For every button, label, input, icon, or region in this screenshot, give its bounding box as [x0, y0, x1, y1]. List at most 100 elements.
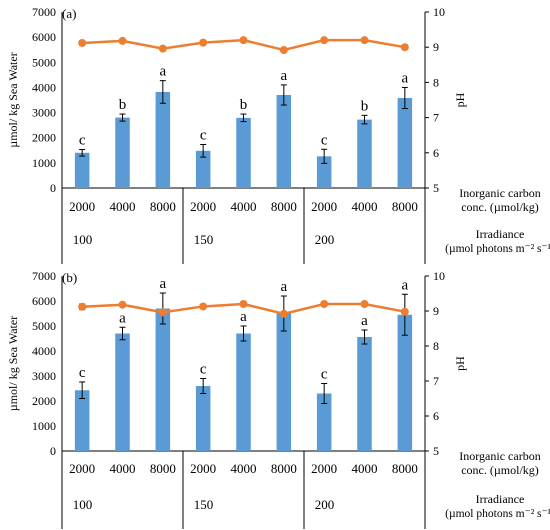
- y-axis-title: µmol/ kg Sea Water: [6, 52, 20, 147]
- bar: [195, 386, 211, 451]
- x-tick-label: 2000: [311, 199, 337, 214]
- x-tick-label: 4000: [231, 461, 257, 476]
- group-label: 150: [194, 232, 214, 247]
- ph-point: [199, 302, 208, 311]
- ph-point: [118, 300, 127, 309]
- bar: [397, 314, 413, 451]
- y2-tick-label: 10: [433, 5, 445, 19]
- panel-label: (b): [62, 270, 77, 285]
- bar: [74, 152, 90, 188]
- ph-point: [320, 36, 329, 45]
- significance-letter: c: [200, 128, 207, 144]
- y-tick-label: 1000: [32, 156, 56, 170]
- ph-point: [78, 302, 87, 311]
- y-tick-label: 4000: [32, 344, 56, 358]
- bar: [195, 150, 211, 188]
- bar: [155, 91, 171, 188]
- panel-label: (a): [62, 6, 76, 21]
- y-axis-title: µmol/ kg Sea Water: [6, 316, 20, 411]
- ph-point: [158, 308, 167, 317]
- x-tick-label: 2000: [190, 461, 216, 476]
- x-tick-label: 8000: [392, 461, 418, 476]
- ph-point: [400, 307, 409, 316]
- x-tick-label: 8000: [150, 199, 176, 214]
- bar: [316, 156, 332, 188]
- x-tick-label: 2000: [69, 199, 95, 214]
- x-tick-label: 2000: [190, 199, 216, 214]
- y-tick-label: 3000: [32, 106, 56, 120]
- y-tick-label: 5000: [32, 55, 56, 69]
- bar: [236, 117, 251, 188]
- y-tick-label: 6000: [32, 294, 56, 308]
- ph-point: [400, 43, 409, 52]
- significance-letter: a: [280, 68, 287, 84]
- ph-point: [279, 309, 288, 318]
- y-tick-label: 7000: [32, 5, 56, 19]
- bar: [115, 333, 130, 451]
- y-tick-label: 1000: [32, 419, 56, 433]
- ph-point: [158, 44, 167, 53]
- y2-axis-title: pH: [453, 356, 467, 371]
- bar: [357, 337, 372, 451]
- y-tick-label: 6000: [32, 30, 56, 44]
- bar: [236, 333, 251, 451]
- y2-tick-label: 6: [433, 146, 439, 160]
- inorganic-carbon-caption-line2: conc. (µmol/kg): [461, 200, 539, 214]
- significance-letter: c: [79, 365, 86, 381]
- significance-letter: c: [321, 132, 328, 148]
- significance-letter: c: [200, 362, 207, 378]
- y-tick-label: 5000: [32, 319, 56, 333]
- ph-point: [78, 38, 87, 47]
- y2-tick-label: 10: [433, 269, 445, 283]
- x-tick-label: 4000: [110, 199, 136, 214]
- x-tick-label: 4000: [110, 461, 136, 476]
- bar: [74, 390, 90, 451]
- irradiance-caption-line2: (µmol photons m⁻² s⁻¹): [445, 508, 550, 520]
- x-tick-label: 8000: [271, 199, 297, 214]
- bar: [276, 313, 292, 451]
- significance-letter: a: [280, 279, 287, 295]
- x-tick-label: 4000: [352, 199, 378, 214]
- y2-tick-label: 5: [433, 181, 439, 195]
- ph-point: [118, 36, 127, 45]
- panel-b: 0 1000 2000 3000 4000 5000 6000 7000 5 6 7 8 9 10 µmol…: [6, 269, 550, 529]
- significance-letter: c: [321, 367, 328, 383]
- x-tick-label: 2000: [69, 461, 95, 476]
- bar: [276, 94, 292, 188]
- y-tick-label: 3000: [32, 369, 56, 383]
- group-label: 100: [73, 232, 93, 247]
- x-tick-label: 8000: [150, 461, 176, 476]
- panel-a: 0 1000 2000 3000 4000 5000 6000 7000 5 6 7 8 9 10 µmol…: [6, 5, 550, 264]
- y2-tick-label: 7: [433, 111, 439, 125]
- significance-letter: b: [361, 98, 369, 114]
- irradiance-caption-line2: (µmol photons m⁻² s⁻¹): [445, 243, 550, 255]
- group-label: 100: [73, 497, 93, 512]
- y2-tick-label: 8: [433, 75, 439, 89]
- significance-letter: b: [119, 97, 127, 113]
- ph-point: [360, 300, 369, 308]
- ph-point: [239, 300, 248, 308]
- y-tick-label: 7000: [32, 269, 56, 283]
- ph-point: [360, 36, 369, 45]
- ph-point: [279, 46, 288, 55]
- significance-letter: a: [119, 310, 126, 326]
- bar: [357, 119, 372, 188]
- significance-letter: a: [159, 64, 166, 80]
- x-tick-label: 8000: [392, 199, 418, 214]
- y2-tick-label: 9: [433, 40, 439, 54]
- irradiance-caption-line1: Irradiance: [476, 492, 525, 506]
- significance-letter: a: [401, 277, 408, 293]
- y-tick-label: 4000: [32, 80, 56, 94]
- bar: [155, 308, 171, 451]
- significance-letter: a: [159, 276, 166, 292]
- group-label: 150: [194, 497, 214, 512]
- ph-point: [320, 300, 329, 308]
- y2-tick-label: 9: [433, 304, 439, 318]
- y-tick-label: 0: [50, 181, 56, 195]
- ph-point: [239, 36, 248, 45]
- irradiance-caption-line1: Irradiance: [476, 227, 525, 241]
- y2-tick-label: 8: [433, 339, 439, 353]
- x-tick-label: 4000: [231, 199, 257, 214]
- significance-letter: a: [361, 313, 368, 329]
